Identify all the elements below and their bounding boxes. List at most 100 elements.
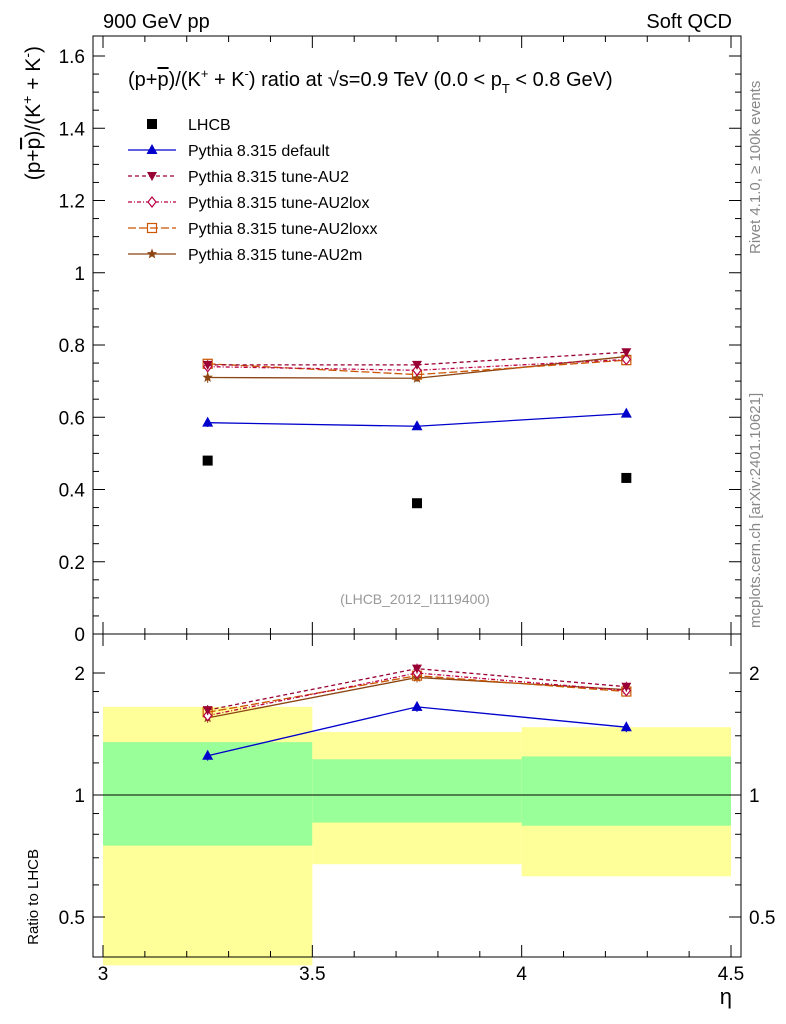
data-point bbox=[411, 420, 423, 431]
ratio-y-tick-label-right: 1 bbox=[749, 786, 760, 807]
ratio-point bbox=[411, 700, 423, 711]
marker-triangle bbox=[620, 721, 632, 732]
series-lhcb bbox=[202, 455, 632, 509]
mcplots-label: mcplots.cern.ch [arXiv:2401.10621] bbox=[747, 393, 764, 628]
ratio-y-tick-label: 2 bbox=[74, 664, 85, 685]
inner-uncertainty-band bbox=[521, 756, 731, 826]
marker-triangle-down bbox=[621, 682, 632, 692]
data-point bbox=[412, 498, 422, 509]
main-y-axis-label: (p+p)/(K+ + K-) bbox=[19, 46, 45, 180]
main-y-tick-label: 1.6 bbox=[59, 47, 85, 68]
marker-diamond bbox=[202, 709, 213, 722]
data-point bbox=[621, 353, 632, 366]
main-y-tick-label: 0.8 bbox=[59, 336, 85, 357]
legend-marker bbox=[147, 196, 157, 208]
legend-label: Pythia 8.315 tune-AU2m bbox=[188, 247, 362, 264]
legend-item: Pythia 8.315 default bbox=[128, 143, 330, 160]
main-y-tick-label: 0.2 bbox=[59, 553, 85, 574]
legend-item: Pythia 8.315 tune-AU2lox bbox=[128, 195, 369, 212]
marker-triangle-down bbox=[202, 360, 213, 370]
legend: LHCB Pythia 8.315 default Pythia 8.315 tun… bbox=[128, 117, 377, 264]
legend-label: Pythia 8.315 default bbox=[188, 143, 330, 160]
marker-square bbox=[202, 455, 213, 466]
x-tick-label: 4.5 bbox=[718, 964, 744, 985]
legend-label: Pythia 8.315 tune-AU2loxx bbox=[188, 221, 377, 238]
ratio-uncertainty-bands bbox=[103, 706, 731, 966]
legend-item: Pythia 8.315 tune-AU2m bbox=[128, 247, 362, 264]
data-point bbox=[621, 472, 632, 483]
analysis-watermark: (LHCB_2012_I1119400) bbox=[340, 591, 490, 607]
rivet-label: Rivet 4.1.0, ≥ 100k events bbox=[747, 81, 764, 254]
marker-triangle-down bbox=[621, 348, 632, 358]
main-panel-axes: 0 0.2 0.4 0.6 0.8 1 1.2 1.4 1.6 bbox=[59, 35, 742, 646]
main-y-tick-label: 1.4 bbox=[59, 119, 86, 140]
x-tick-label: 3.5 bbox=[299, 964, 325, 985]
marker-open-square bbox=[146, 222, 158, 234]
marker-square bbox=[412, 498, 422, 509]
legend-label: LHCB bbox=[188, 117, 231, 134]
ratio-point bbox=[202, 749, 214, 760]
marker-triangle-down bbox=[147, 172, 157, 181]
ratio-point bbox=[621, 682, 632, 692]
data-point bbox=[412, 364, 422, 377]
ratio-panel-data bbox=[202, 663, 632, 761]
data-point bbox=[621, 348, 632, 358]
ratio-point bbox=[202, 709, 213, 722]
data-point bbox=[412, 360, 422, 370]
legend-marker bbox=[146, 222, 158, 234]
ratio-y-tick-label-right: 0.5 bbox=[749, 908, 775, 929]
header-right: Soft QCD bbox=[646, 11, 732, 33]
main-panel-data bbox=[202, 348, 632, 509]
marker-diamond bbox=[147, 196, 157, 208]
data-point bbox=[202, 416, 214, 427]
inner-uncertainty-band bbox=[312, 759, 522, 823]
data-point bbox=[202, 455, 213, 466]
main-y-tick-label: 0.4 bbox=[59, 481, 86, 502]
ratio-point bbox=[620, 721, 632, 732]
x-axis-label: η bbox=[720, 984, 732, 1009]
marker-triangle bbox=[620, 407, 632, 418]
legend-marker bbox=[146, 248, 158, 259]
main-y-tick-label: 0 bbox=[74, 625, 85, 646]
header-left: 900 GeV pp bbox=[103, 11, 210, 33]
legend-marker bbox=[147, 172, 157, 181]
legend-item: Pythia 8.315 tune-AU2 bbox=[128, 169, 349, 186]
legend-label: Pythia 8.315 tune-AU2 bbox=[188, 169, 349, 186]
ratio-y-tick-label-right: 2 bbox=[749, 664, 760, 685]
main-title: (p+p)/(K+ + K-) ratio at √s=0.9 TeV (0.0… bbox=[128, 66, 613, 96]
main-y-tick-label: 1.2 bbox=[59, 192, 85, 213]
marker-triangle bbox=[202, 749, 214, 760]
marker-triangle-down bbox=[202, 706, 213, 716]
marker-triangle-down bbox=[412, 664, 422, 674]
marker-star bbox=[146, 248, 158, 259]
legend-marker bbox=[146, 144, 158, 154]
ratio-point bbox=[412, 664, 422, 674]
ratio-panel-axes: 0.5 0.5 1 1 2 2 3 3.5 4 4.5 bbox=[59, 633, 775, 985]
x-tick-label: 4 bbox=[516, 964, 527, 985]
ratio-y-tick-label: 0.5 bbox=[59, 908, 85, 929]
ratio-y-axis-label: Ratio to LHCB bbox=[25, 849, 42, 945]
pbar-glyph: p bbox=[157, 69, 168, 91]
marker-triangle bbox=[146, 144, 158, 154]
legend-item: Pythia 8.315 tune-AU2loxx bbox=[128, 221, 377, 238]
series-pythia-8-315-tune-au2 bbox=[202, 348, 632, 370]
main-y-tick-label: 0.6 bbox=[59, 408, 85, 429]
marker-triangle bbox=[411, 700, 423, 711]
marker-square bbox=[621, 472, 632, 483]
ratio-y-tick-label: 1 bbox=[74, 786, 85, 807]
data-point bbox=[620, 407, 632, 418]
marker-triangle bbox=[202, 416, 214, 427]
series-pythia-8-315-default bbox=[202, 407, 632, 431]
ratio-series-pythia-8-315-tune-au2 bbox=[202, 663, 632, 716]
marker-diamond bbox=[412, 364, 422, 377]
legend-label: Pythia 8.315 tune-AU2lox bbox=[188, 195, 369, 212]
marker-square bbox=[147, 119, 157, 129]
marker-diamond bbox=[621, 353, 632, 366]
x-tick-label: 3 bbox=[98, 964, 109, 985]
legend-marker bbox=[147, 119, 157, 129]
ratio-series-pythia-8-315-default bbox=[202, 700, 632, 761]
series-pythia-8-315-tune-au2lox bbox=[202, 353, 632, 377]
marker-star bbox=[202, 372, 213, 382]
data-point bbox=[202, 360, 213, 370]
